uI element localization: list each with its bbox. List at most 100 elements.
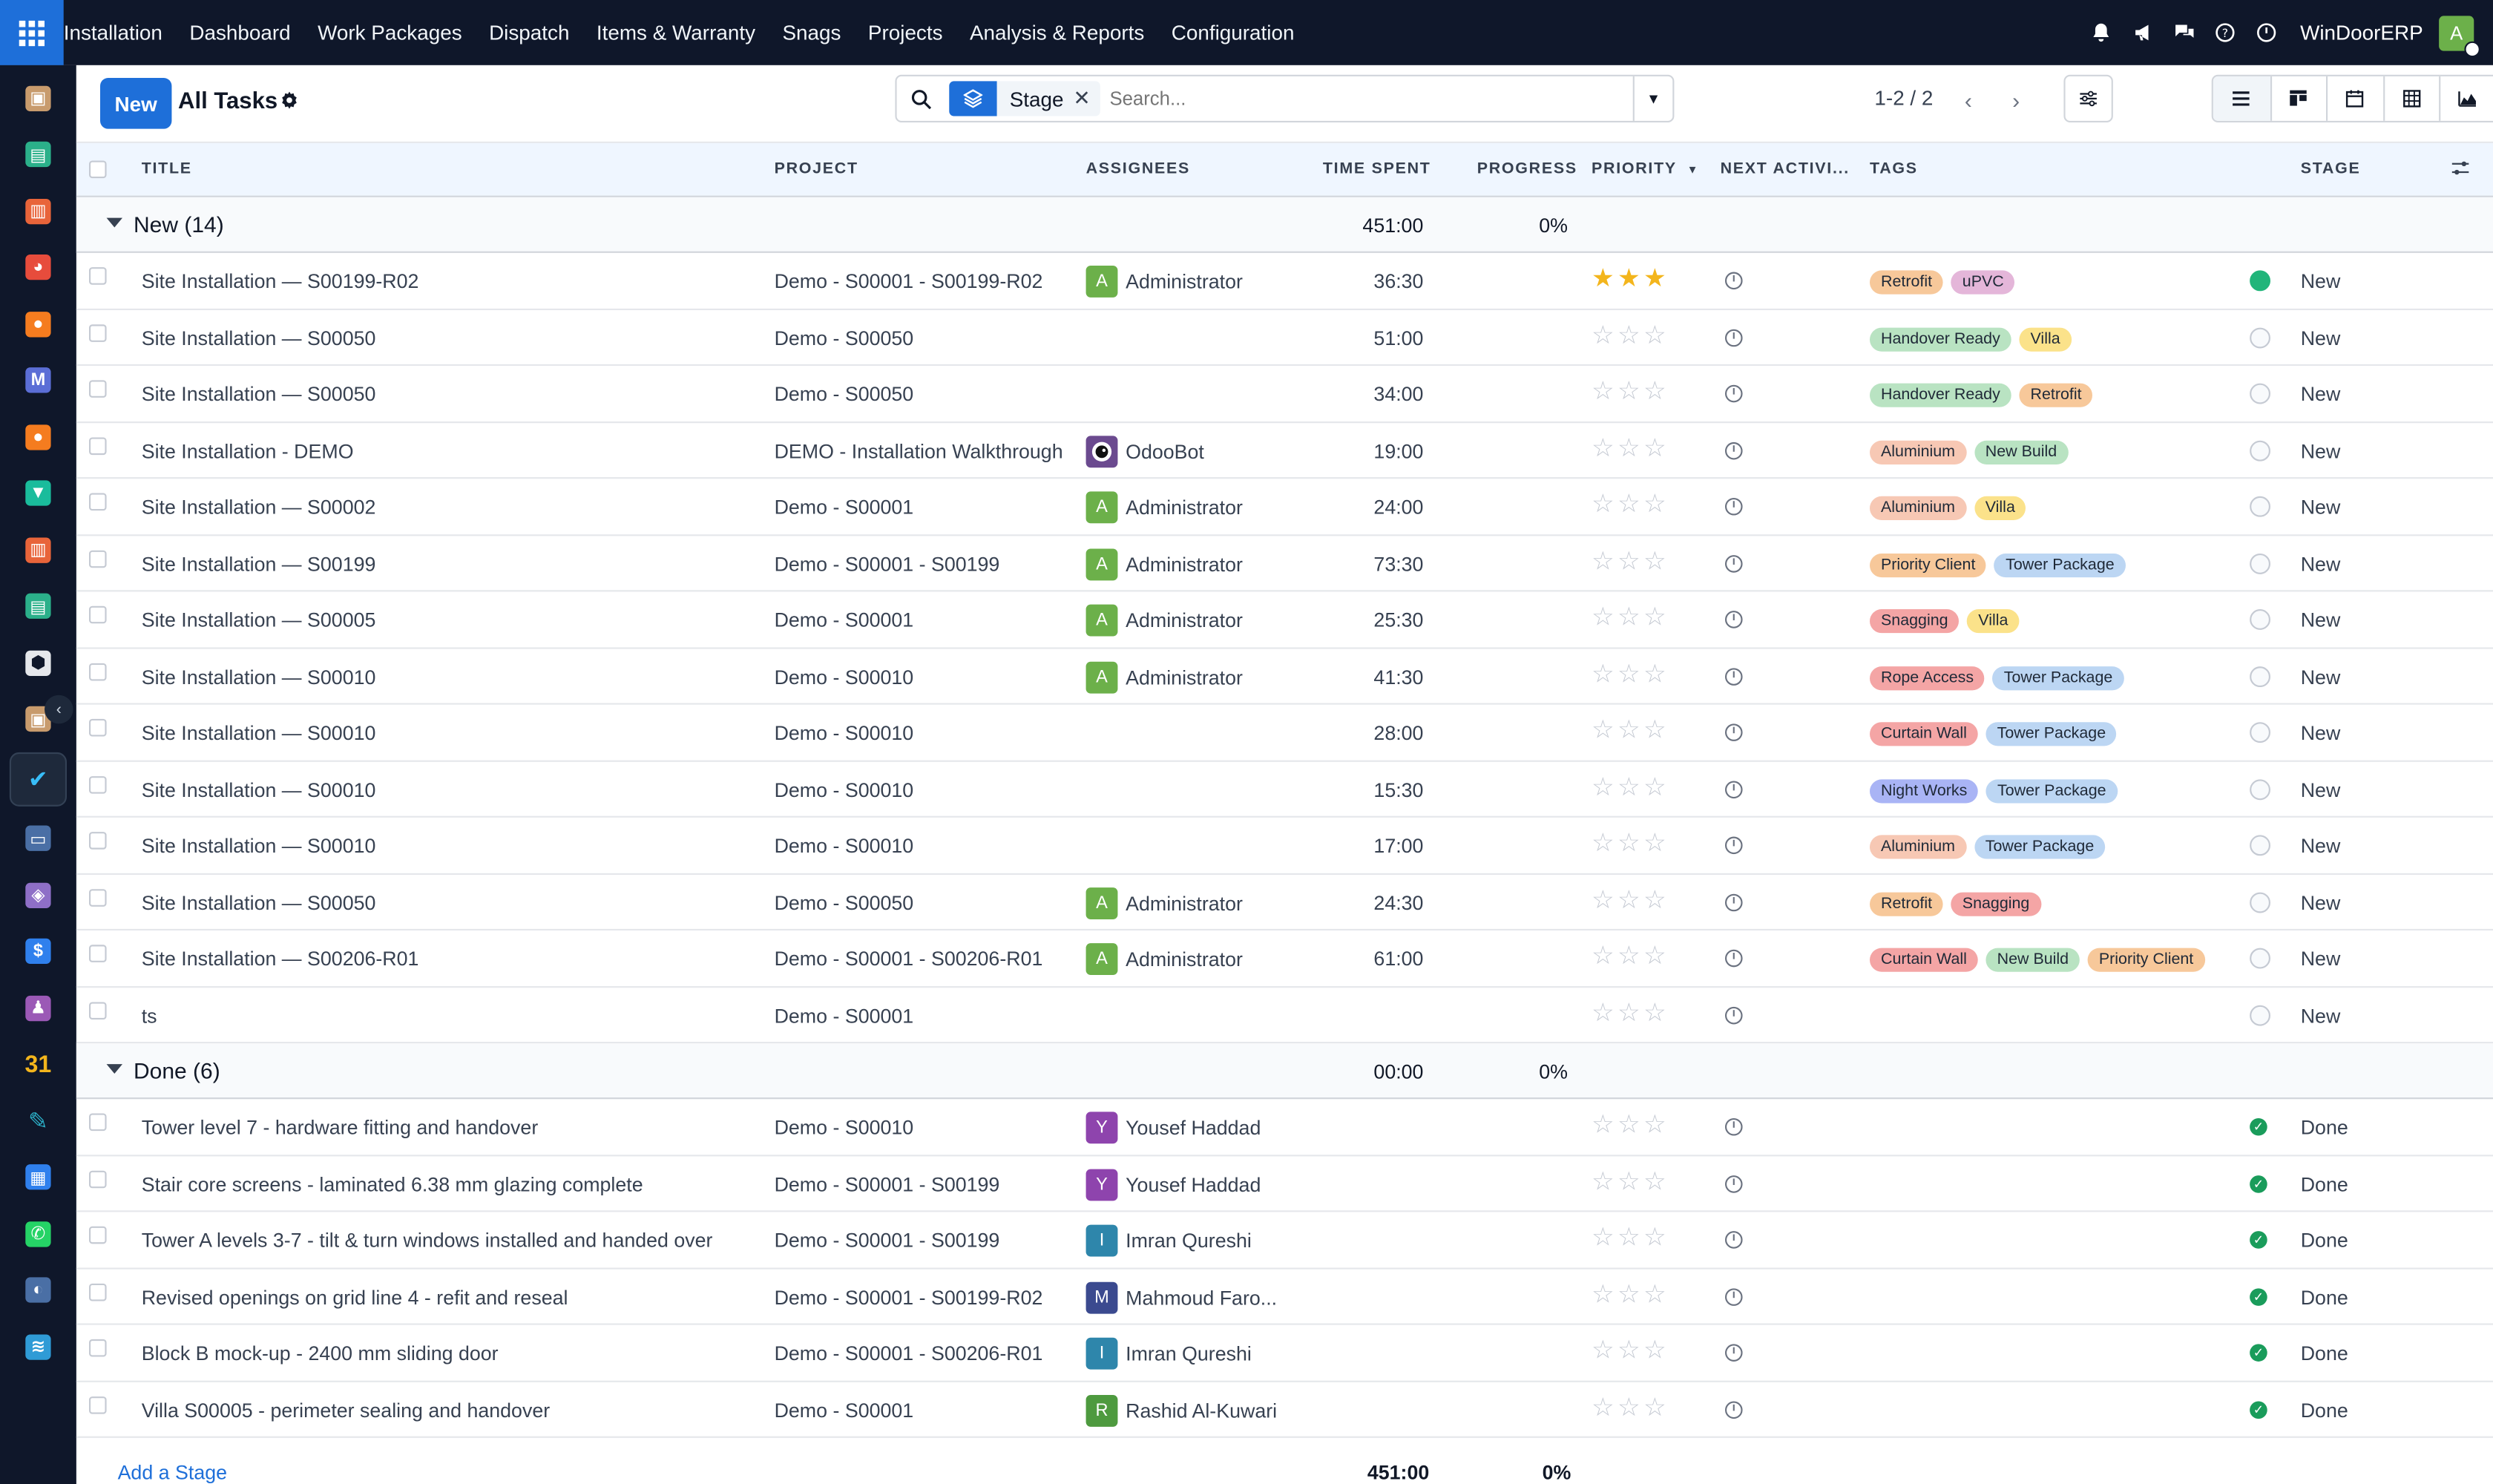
star-icon[interactable]: ☆ [1643,1393,1666,1422]
row-checkbox[interactable] [89,1169,107,1188]
app-team-icon[interactable]: ♟ [14,984,62,1031]
row-checkbox[interactable] [89,436,107,455]
task-title[interactable]: Tower A levels 3-7 - tilt & turn windows… [141,1229,713,1252]
task-assignee[interactable]: OdooBot [1085,435,1204,468]
row-checkbox[interactable] [89,493,107,511]
row-checkbox[interactable] [89,1001,107,1019]
kanban-state-dot[interactable] [2250,891,2270,913]
task-title[interactable]: Site Installation — S00010 [141,722,376,745]
done-check-icon[interactable]: ✓ [2250,1400,2267,1419]
task-assignee[interactable]: Y Yousef Haddad [1085,1112,1261,1146]
kanban-state-dot[interactable] [2250,1004,2270,1025]
add-stage-link[interactable]: Add a Stage [117,1461,228,1484]
activity-clock-icon[interactable] [1725,611,1743,628]
col-project[interactable]: PROJECT [774,160,858,179]
task-assignee[interactable]: A Administrator [1085,943,1243,976]
priority-stars[interactable]: ☆ ☆ ☆ [1592,549,1666,574]
col-priority[interactable]: PRIORITY ▼ [1592,161,1699,179]
col-title[interactable]: TITLE [141,160,192,179]
collapse-sidebar-chevron-left-icon[interactable]: ‹ [45,695,73,724]
kanban-state-dot[interactable] [2250,722,2270,743]
kanban-view-icon[interactable] [2269,76,2326,121]
search-dropdown-caret-down-icon[interactable]: ▼ [1632,76,1673,121]
task-title[interactable]: Site Installation — S00050 [141,891,376,914]
star-icon[interactable]: ☆ [1592,660,1615,689]
list-view-icon[interactable] [2213,76,2270,121]
task-title[interactable]: Tower level 7 - hardware fitting and han… [141,1116,539,1139]
pager-value[interactable]: 1-2 / 2 [1874,85,1934,110]
table-row[interactable]: Block B mock-up - 2400 mm sliding door De… [76,1325,2493,1382]
table-row[interactable]: Site Installation — S00206-R01 Demo - S00… [76,930,2493,988]
task-assignee[interactable]: R Rashid Al-Kuwari [1085,1393,1277,1428]
chat-icon[interactable] [2164,12,2205,53]
star-icon[interactable]: ☆ [1643,322,1666,349]
done-check-icon[interactable]: ✓ [2250,1344,2267,1362]
col-next-activity[interactable]: NEXT ACTIVI... [1720,160,1850,179]
task-title[interactable]: Revised openings on grid line 4 - refit … [141,1286,568,1309]
help-icon[interactable]: ? [2205,12,2247,53]
remove-facet-close-icon[interactable]: ✕ [1073,85,1091,110]
kanban-state-dot[interactable] [2250,666,2270,686]
col-tags[interactable]: TAGS [1870,160,1918,179]
app-chat2-icon[interactable]: ● [14,413,62,460]
row-checkbox[interactable] [89,832,107,850]
task-assignee[interactable]: Y Yousef Haddad [1085,1168,1261,1202]
priority-stars[interactable]: ☆ ☆ ☆ [1592,660,1666,689]
star-icon[interactable]: ☆ [1592,999,1615,1027]
star-icon[interactable]: ☆ [1617,435,1640,462]
star-icon[interactable]: ☆ [1592,1224,1615,1252]
table-row[interactable]: Site Installation — S00010 Demo - S00010 1… [76,761,2493,818]
task-assignee[interactable]: I Imran Qureshi [1085,1337,1252,1371]
star-icon[interactable]: ☆ [1592,435,1615,462]
star-icon[interactable]: ☆ [1643,660,1666,689]
star-icon[interactable]: ☆ [1592,1112,1615,1139]
task-title[interactable]: Site Installation — S00010 [141,835,376,858]
optional-columns-sliders-icon[interactable] [2450,159,2471,183]
col-progress[interactable]: PROGRESS [1477,160,1577,179]
kanban-state-dot[interactable] [2250,552,2270,574]
star-icon[interactable]: ☆ [1592,830,1615,858]
star-icon[interactable]: ☆ [1617,887,1640,914]
task-title[interactable]: Site Installation — S00206-R01 [141,948,419,971]
pager-next-chevron-right-icon[interactable]: › [2012,87,2020,114]
app-photo2-icon[interactable]: ▣ [14,695,62,743]
star-icon[interactable]: ★ [1617,265,1640,293]
activity-clock-icon[interactable] [1725,1344,1743,1362]
task-title[interactable]: Site Installation — S00005 [141,609,376,632]
star-icon[interactable]: ☆ [1617,1337,1640,1365]
kanban-state-dot[interactable] [2250,270,2270,292]
priority-stars[interactable]: ☆ ☆ ☆ [1592,1282,1666,1307]
company-name[interactable]: WinDoorERP [2300,20,2423,45]
star-icon[interactable]: ☆ [1617,1168,1640,1195]
task-assignee[interactable]: A Administrator [1085,491,1243,525]
menu-item-projects[interactable]: Projects [867,20,943,45]
row-checkbox[interactable] [89,888,107,906]
table-row[interactable]: Site Installation — S00005 Demo - S00001 A… [76,591,2493,649]
activity-clock-icon[interactable] [1725,384,1743,403]
user-avatar[interactable]: A [2439,15,2480,57]
row-checkbox[interactable] [89,662,107,680]
row-checkbox[interactable] [89,1396,107,1414]
group-header[interactable]: Done (6) 00:00 0% [76,1043,2493,1100]
priority-stars[interactable]: ☆ ☆ ☆ [1592,1112,1666,1139]
activity-clock-icon[interactable] [1725,554,1743,572]
star-icon[interactable]: ☆ [1643,435,1666,462]
priority-stars[interactable]: ☆ ☆ ☆ [1592,435,1666,462]
task-assignee[interactable]: M Mahmoud Faro... [1085,1281,1277,1315]
star-icon[interactable]: ☆ [1643,943,1666,971]
star-icon[interactable]: ☆ [1592,943,1615,971]
app-pie-icon[interactable]: ◕ [14,243,62,291]
menu-item-configuration[interactable]: Configuration [1171,20,1295,45]
star-icon[interactable]: ☆ [1592,717,1615,745]
activity-clock-icon[interactable] [1725,272,1743,290]
task-assignee[interactable]: I Imran Qureshi [1085,1224,1252,1258]
task-title[interactable]: Site Installation — S00010 [141,666,376,689]
star-icon[interactable]: ☆ [1617,1224,1640,1252]
menu-item-installation[interactable]: Installation [63,20,162,45]
star-icon[interactable]: ☆ [1592,322,1615,349]
star-icon[interactable]: ☆ [1617,999,1640,1027]
star-icon[interactable]: ☆ [1617,717,1640,745]
col-stage[interactable]: STAGE [2300,160,2361,179]
table-row[interactable]: Site Installation — S00199-R02 Demo - S00… [76,253,2493,309]
new-button[interactable]: New [100,78,172,129]
